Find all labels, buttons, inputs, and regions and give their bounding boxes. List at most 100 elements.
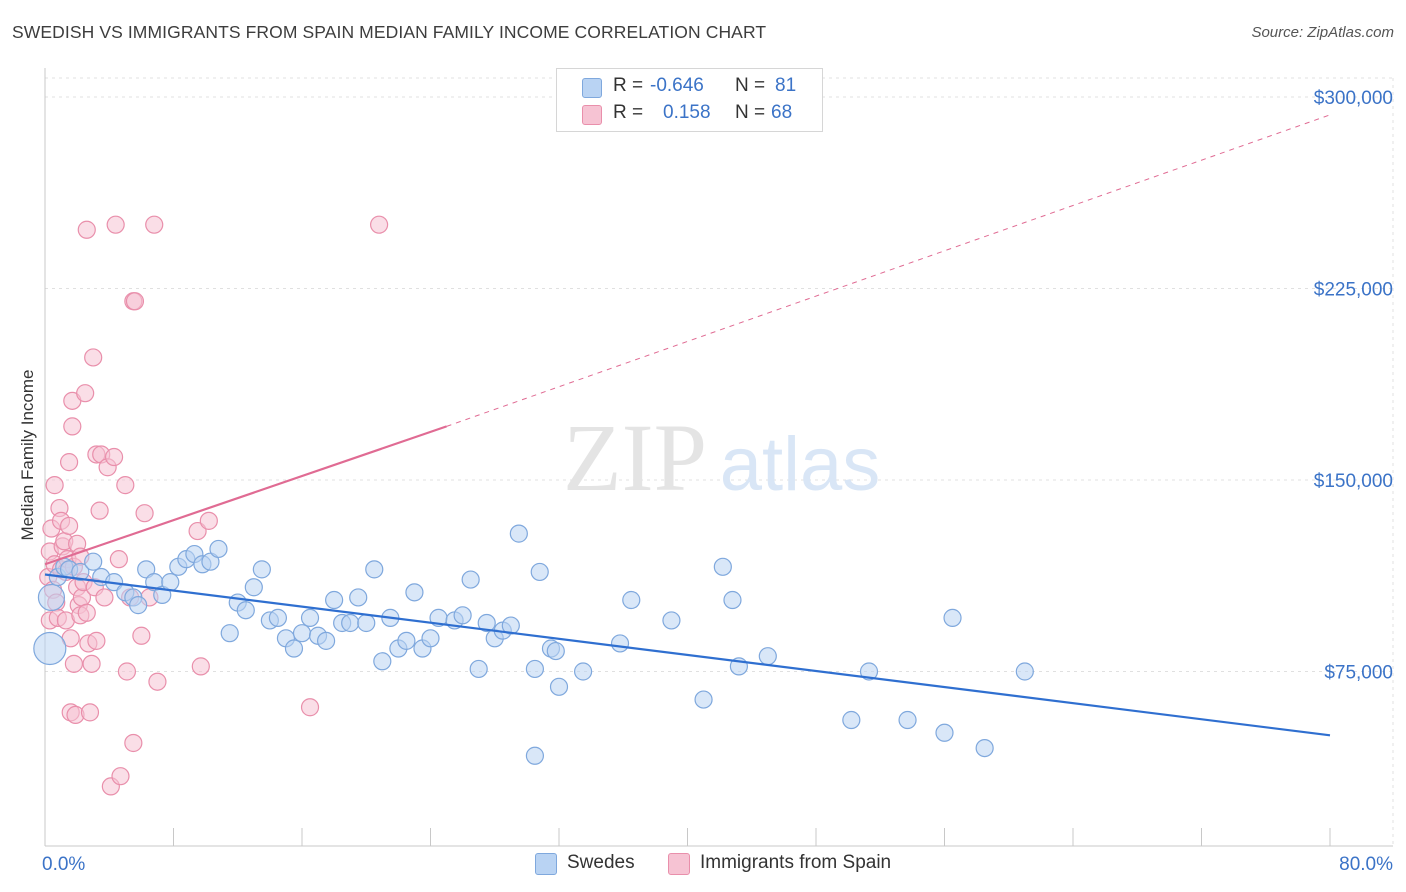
x-tick-label-max: 80.0% bbox=[1339, 854, 1393, 875]
data-point-immigrants-from-spain bbox=[104, 447, 124, 467]
data-point-swedes bbox=[501, 616, 520, 635]
data-point-immigrants-from-spain bbox=[148, 672, 167, 691]
legend-r-label: R = bbox=[613, 75, 644, 96]
data-point-swedes bbox=[325, 590, 344, 610]
data-point-immigrants-from-spain bbox=[95, 588, 114, 607]
data-point-swedes bbox=[284, 639, 304, 658]
watermark-atlas: atlas bbox=[720, 422, 881, 507]
data-point-immigrants-from-spain bbox=[145, 215, 164, 234]
data-point-immigrants-from-spain bbox=[45, 476, 64, 495]
data-point-swedes bbox=[758, 647, 777, 666]
data-point-swedes bbox=[33, 631, 67, 666]
y-tick-label: $225,000 bbox=[1314, 280, 1393, 301]
watermark: ZIP atlas bbox=[563, 404, 880, 511]
legend-row-spain: R = 0.158 N = 68 bbox=[557, 100, 822, 126]
data-point-swedes bbox=[469, 659, 488, 679]
y-tick-label: $300,000 bbox=[1314, 88, 1393, 109]
data-point-swedes bbox=[694, 690, 713, 709]
data-point-swedes bbox=[71, 562, 90, 582]
y-axis-label: Median Family Income bbox=[18, 369, 37, 540]
data-point-swedes bbox=[357, 613, 376, 633]
data-point-swedes bbox=[610, 634, 630, 653]
data-point-swedes bbox=[373, 652, 392, 671]
data-point-swedes bbox=[405, 583, 424, 602]
data-point-immigrants-from-spain bbox=[59, 516, 79, 536]
data-point-swedes bbox=[477, 613, 496, 633]
data-point-immigrants-from-spain bbox=[76, 384, 95, 403]
data-point-immigrants-from-spain bbox=[63, 417, 82, 436]
data-point-immigrants-from-spain bbox=[300, 698, 320, 717]
data-point-swedes bbox=[713, 557, 732, 576]
trend-line-swedes bbox=[44, 573, 1331, 737]
trend-layer bbox=[44, 114, 1331, 737]
legend-r-value-spain: 0.158 bbox=[663, 102, 711, 123]
labels-layer: $75,000 $150,000 $225,000 $300,000 0.0% 80.0% bbox=[42, 88, 1393, 875]
data-point-swedes bbox=[935, 723, 954, 742]
legend-n-label: N = bbox=[735, 75, 766, 96]
data-point-immigrants-from-spain bbox=[111, 767, 130, 786]
x-tick-label-min: 0.0% bbox=[42, 854, 85, 875]
data-point-immigrants-from-spain bbox=[109, 550, 128, 569]
data-point-swedes bbox=[509, 524, 528, 543]
legend-r-label: R = bbox=[613, 102, 644, 123]
data-point-swedes bbox=[268, 608, 288, 627]
series-swedes-points bbox=[33, 524, 1034, 765]
data-point-swedes bbox=[129, 596, 148, 615]
data-point-swedes bbox=[525, 659, 545, 679]
data-point-swedes bbox=[461, 570, 480, 589]
bottom-legend-swatch-spain bbox=[668, 853, 690, 875]
legend-n-label: N = bbox=[735, 102, 766, 123]
data-point-immigrants-from-spain bbox=[87, 631, 106, 650]
data-point-swedes bbox=[842, 710, 861, 730]
data-point-swedes bbox=[1015, 662, 1034, 681]
data-point-immigrants-from-spain bbox=[82, 654, 101, 673]
data-point-immigrants-from-spain bbox=[191, 657, 210, 676]
data-point-immigrants-from-spain bbox=[116, 476, 135, 495]
data-point-swedes bbox=[341, 613, 360, 633]
correlation-legend: R = -0.646 N = 81 R = 0.158 N = 68 bbox=[556, 68, 823, 132]
axes-layer bbox=[44, 68, 1393, 847]
data-point-immigrants-from-spain bbox=[84, 348, 103, 367]
data-point-swedes bbox=[549, 677, 569, 696]
data-point-swedes bbox=[161, 573, 180, 592]
data-point-immigrants-from-spain bbox=[77, 220, 96, 239]
data-point-swedes bbox=[349, 588, 368, 607]
legend-r-value-swedes: -0.646 bbox=[650, 75, 704, 96]
data-point-swedes bbox=[546, 641, 565, 661]
data-point-immigrants-from-spain bbox=[117, 662, 137, 681]
legend-n-value-swedes: 81 bbox=[775, 75, 797, 96]
data-point-swedes bbox=[525, 746, 545, 765]
bottom-legend-label-swedes: Swedes bbox=[567, 852, 635, 873]
data-point-swedes bbox=[859, 662, 879, 681]
data-point-immigrants-from-spain bbox=[77, 603, 96, 622]
data-point-swedes bbox=[365, 560, 384, 579]
data-point-swedes bbox=[220, 624, 239, 643]
legend-row-swedes: R = -0.646 N = 81 bbox=[557, 73, 822, 99]
data-point-swedes bbox=[37, 583, 66, 612]
bottom-legend-swatch-swedes bbox=[535, 853, 557, 875]
data-point-swedes bbox=[453, 606, 472, 625]
data-point-swedes bbox=[244, 578, 263, 597]
legend-swatch-swedes bbox=[582, 78, 602, 98]
data-point-swedes bbox=[573, 662, 593, 681]
data-point-swedes bbox=[622, 590, 641, 610]
data-point-swedes bbox=[397, 631, 416, 650]
data-point-immigrants-from-spain bbox=[124, 733, 143, 753]
data-point-immigrants-from-spain bbox=[106, 215, 125, 234]
y-tick-label: $75,000 bbox=[1324, 663, 1393, 684]
data-point-immigrants-from-spain bbox=[188, 521, 207, 541]
data-point-immigrants-from-spain bbox=[132, 626, 151, 645]
data-point-swedes bbox=[252, 560, 271, 579]
trend-line-immigrants-from-spain-extrapolated bbox=[446, 114, 1331, 427]
data-point-swedes bbox=[316, 631, 336, 650]
legend-swatch-spain bbox=[582, 105, 602, 125]
data-point-immigrants-from-spain bbox=[90, 501, 109, 520]
y-tick-label: $150,000 bbox=[1314, 471, 1393, 492]
data-point-swedes bbox=[84, 552, 103, 571]
chart-source: Source: ZipAtlas.com bbox=[1251, 24, 1394, 41]
data-point-swedes bbox=[975, 738, 994, 758]
data-point-swedes bbox=[530, 562, 549, 582]
chart-title: SWEDISH VS IMMIGRANTS FROM SPAIN MEDIAN … bbox=[12, 22, 767, 42]
data-point-immigrants-from-spain bbox=[199, 511, 218, 530]
